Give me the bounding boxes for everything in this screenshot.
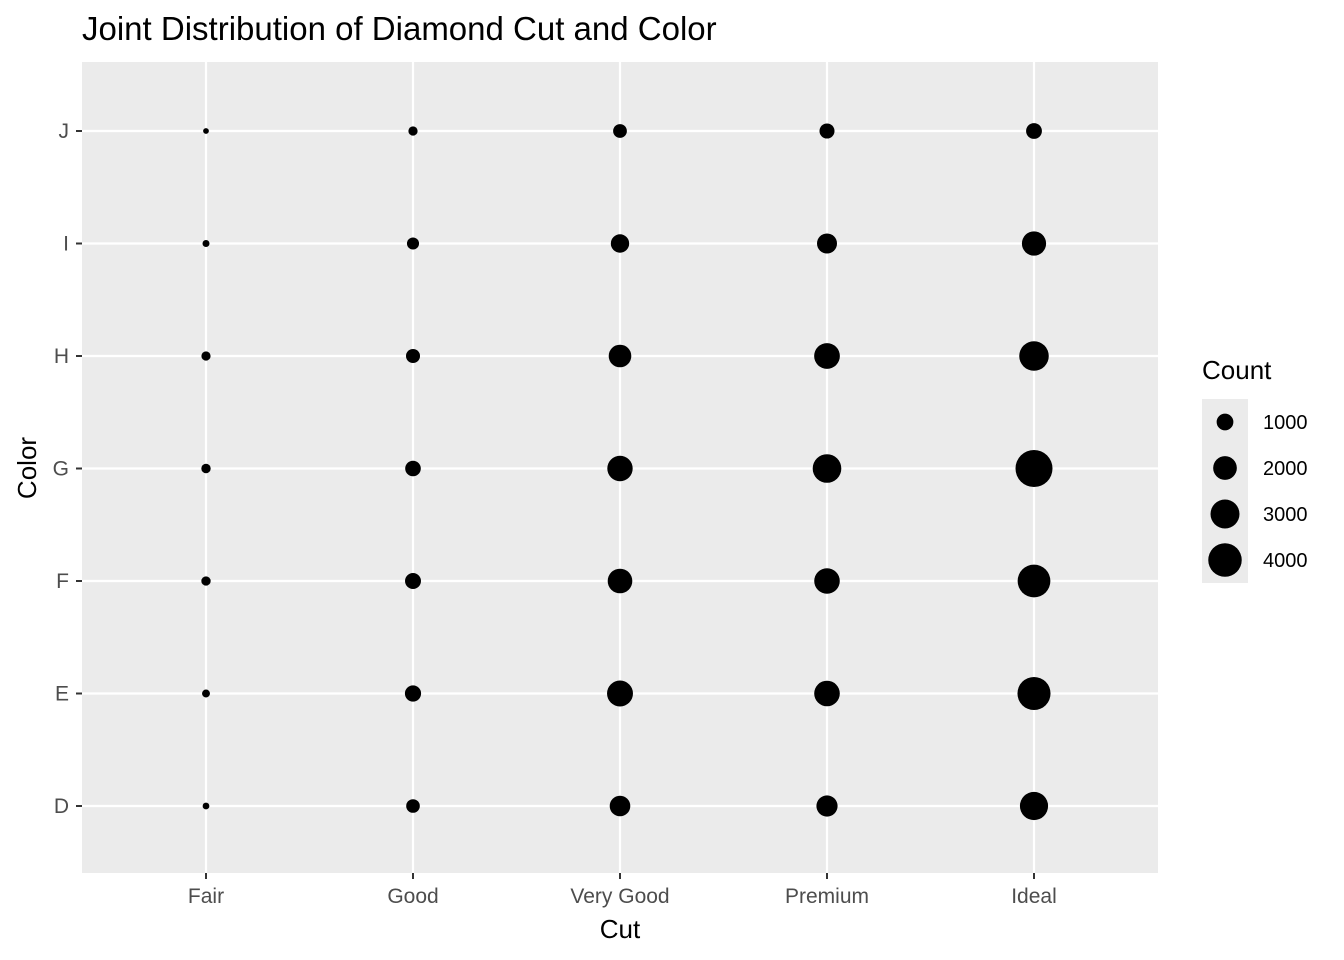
legend-label: 2000 xyxy=(1263,458,1308,480)
y-tick-label: F xyxy=(56,570,69,593)
y-axis-title: Color xyxy=(12,437,42,499)
data-point xyxy=(406,799,420,813)
data-point xyxy=(405,573,421,589)
legend-key-point xyxy=(1210,499,1240,529)
data-point xyxy=(1019,341,1049,371)
legend-key-point xyxy=(1208,543,1242,577)
data-point xyxy=(1021,231,1047,256)
data-point xyxy=(608,344,632,368)
legend-label: 3000 xyxy=(1263,504,1308,526)
x-tick-label: Premium xyxy=(785,885,869,908)
y-tick-label: I xyxy=(63,233,69,256)
x-tick-label: Fair xyxy=(188,885,224,908)
data-point xyxy=(203,128,209,134)
x-axis-title: Cut xyxy=(600,914,641,944)
data-point xyxy=(814,343,840,369)
data-point xyxy=(202,689,210,698)
data-points xyxy=(201,123,1053,821)
data-point xyxy=(607,680,633,707)
data-point xyxy=(819,123,835,139)
data-point xyxy=(613,124,627,138)
data-point xyxy=(610,234,630,253)
data-point xyxy=(201,351,211,361)
y-tick-label: J xyxy=(59,120,70,143)
y-tick-label: H xyxy=(54,345,69,368)
size-legend: Count 1000 2000 3000 4000 xyxy=(1202,355,1308,583)
chart-title: Joint Distribution of Diamond Cut and Co… xyxy=(82,10,717,47)
legend-key-point xyxy=(1216,413,1234,431)
y-tick-label: E xyxy=(55,683,69,706)
data-point xyxy=(201,463,211,474)
data-point xyxy=(607,455,633,482)
legend-key-point xyxy=(1213,456,1237,480)
data-point xyxy=(812,454,842,483)
data-point xyxy=(607,568,633,594)
y-axis: D E F G H I J xyxy=(53,120,82,818)
legend-title: Count xyxy=(1202,355,1272,385)
data-point xyxy=(816,795,838,817)
y-tick-label: D xyxy=(54,795,69,818)
data-point xyxy=(1017,564,1051,598)
legend-items: 1000 2000 3000 4000 xyxy=(1208,412,1308,577)
data-point xyxy=(406,237,420,250)
data-point xyxy=(1017,676,1051,711)
data-point xyxy=(817,233,837,254)
data-point xyxy=(202,240,210,247)
legend-label: 4000 xyxy=(1263,550,1308,572)
data-point xyxy=(1019,791,1049,821)
data-point xyxy=(404,685,422,702)
data-point xyxy=(1015,450,1053,487)
data-point xyxy=(201,576,211,586)
data-point xyxy=(814,680,840,707)
x-tick-label: Very Good xyxy=(570,885,669,908)
legend-label: 1000 xyxy=(1263,412,1308,434)
data-point xyxy=(202,802,210,810)
y-tick-label: G xyxy=(53,458,69,481)
x-axis: Fair Good Very Good Premium Ideal xyxy=(188,873,1057,908)
x-tick-label: Good xyxy=(387,885,438,908)
data-point xyxy=(814,568,840,594)
data-point xyxy=(405,460,421,477)
data-point xyxy=(609,795,631,817)
x-tick-label: Ideal xyxy=(1011,885,1057,908)
data-point xyxy=(1026,123,1042,139)
data-point xyxy=(405,348,421,364)
data-point xyxy=(408,126,418,136)
